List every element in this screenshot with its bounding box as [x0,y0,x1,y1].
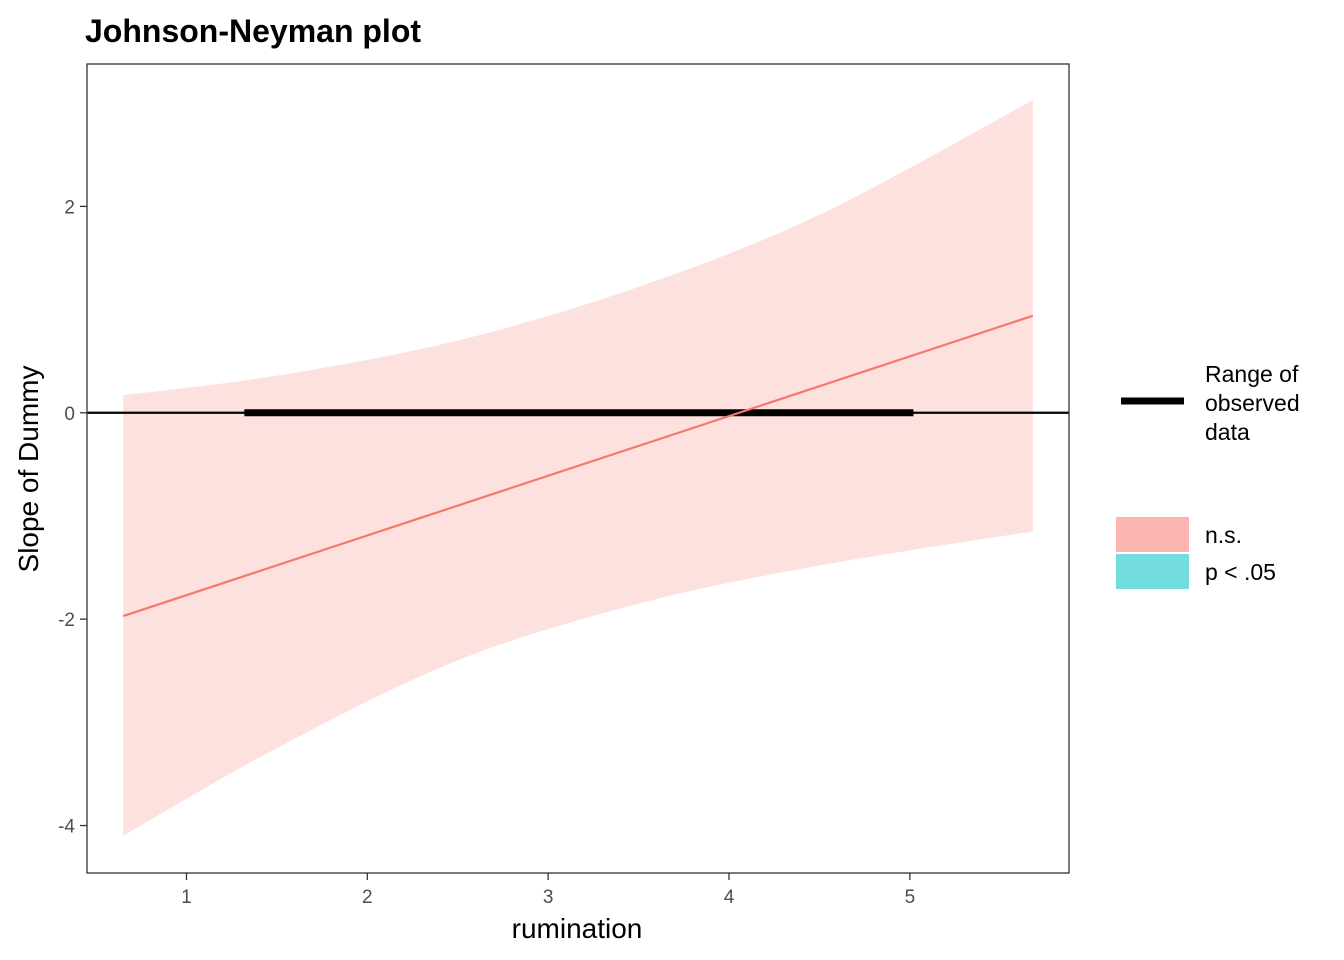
x-axis-title: rumination [512,913,643,944]
x-tick-label: 3 [543,887,554,908]
confidence-band [123,100,1033,836]
x-axis: 1 2 3 4 5 [181,873,915,908]
y-tick-label: -4 [58,817,75,838]
legend-fill-label: n.s. [1205,522,1242,548]
plot-area [86,63,1070,874]
legend: Range of observed data n.s. p < .05 [1116,361,1300,589]
chart-title: Johnson-Neyman plot [85,13,421,49]
x-tick-label: 2 [362,887,373,908]
y-tick-label: 0 [64,404,75,425]
x-tick-label: 1 [181,887,192,908]
legend-fill-label: p < .05 [1205,559,1276,585]
legend-range-label: Range of [1205,361,1299,387]
plot-border [86,63,1070,874]
slope-line [122,314,1034,618]
x-tick-label: 5 [905,887,916,908]
legend-range-label: observed [1205,390,1300,416]
legend-fill-key [1116,517,1189,552]
x-tick-label: 4 [724,887,735,908]
y-axis-title: Slope of Dummy [13,366,44,573]
y-tick-label: 2 [64,197,75,218]
legend-fill-key [1116,554,1189,589]
y-tick-label: -2 [58,610,75,631]
legend-range-label: data [1205,419,1250,445]
y-axis: 2 0 -2 -4 [58,197,87,838]
